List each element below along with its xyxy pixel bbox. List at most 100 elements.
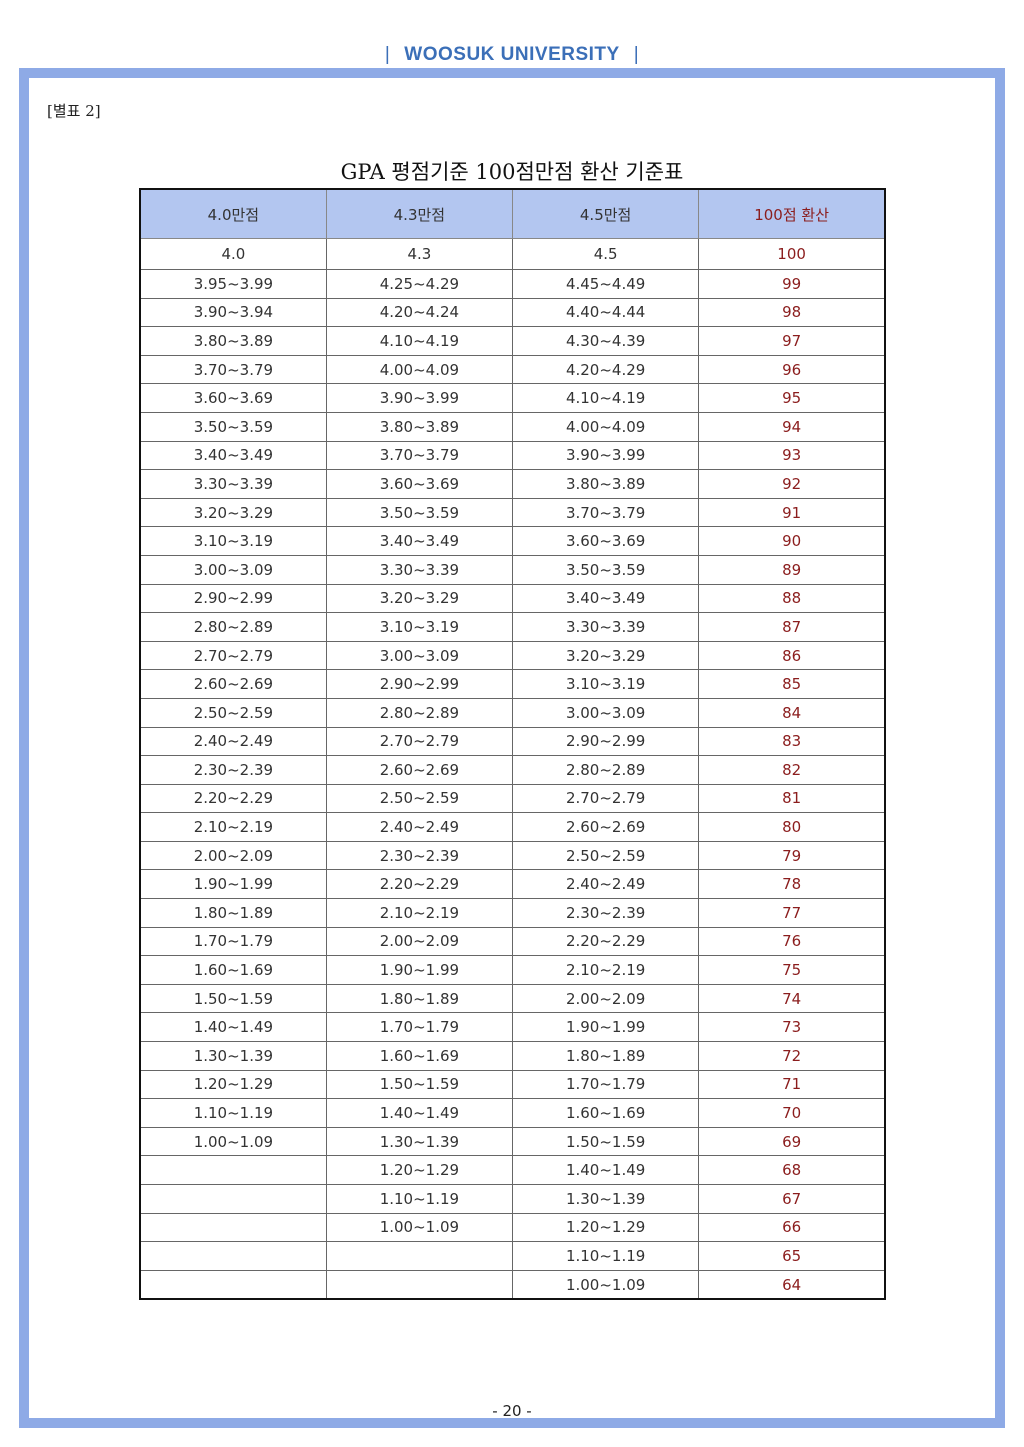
gpa-range-cell: 1.40~1.49	[139, 1012, 327, 1043]
gpa-range-cell: 3.60~3.69	[325, 469, 514, 499]
gpa-range-cell: 2.30~2.39	[325, 840, 514, 871]
gpa-range-cell: 2.70~2.79	[325, 726, 514, 757]
gpa-range-cell: 1.90~1.99	[511, 1012, 700, 1043]
gpa-range-cell: 1.30~1.39	[139, 1041, 327, 1071]
score-cell: 79	[698, 840, 886, 871]
score-cell: 91	[698, 497, 886, 528]
table-row: 2.90~2.99 3.20~3.29 3.40~3.49 88	[139, 583, 886, 614]
gpa-range-cell: 3.00~3.09	[139, 554, 327, 585]
page-frame	[19, 68, 1005, 1428]
university-name: WOOSUK UNIVERSITY	[404, 44, 620, 65]
table-row: 2.80~2.89 3.10~3.19 3.30~3.39 87	[139, 612, 886, 642]
table-row: 2.30~2.39 2.60~2.69 2.80~2.89 82	[139, 755, 886, 785]
score-cell: 69	[698, 1126, 886, 1157]
gpa-range-cell: 4.0	[139, 238, 327, 270]
score-cell: 70	[698, 1098, 886, 1128]
gpa-range-cell: 1.70~1.79	[511, 1069, 700, 1100]
gpa-range-cell: 1.10~1.19	[139, 1098, 327, 1128]
gpa-range-cell: 3.80~3.89	[139, 326, 327, 356]
gpa-range-cell: 2.10~2.19	[139, 812, 327, 842]
gpa-range-cell: 3.40~3.49	[511, 583, 700, 614]
table-row: 1.90~1.99 2.20~2.29 2.40~2.49 78	[139, 869, 886, 900]
gpa-range-cell: 3.90~3.94	[139, 297, 327, 328]
gpa-range-cell: 1.40~1.49	[325, 1098, 514, 1128]
gpa-range-cell	[325, 1269, 514, 1300]
gpa-range-cell: 3.40~3.49	[139, 440, 327, 471]
score-cell: 98	[698, 297, 886, 328]
gpa-range-cell: 2.50~2.59	[511, 840, 700, 871]
gpa-range-cell: 4.30~4.39	[511, 326, 700, 356]
page-number: - 20 -	[492, 1402, 532, 1420]
gpa-range-cell: 2.80~2.89	[325, 697, 514, 728]
table-row: 1.20~1.29 1.50~1.59 1.70~1.79 71	[139, 1069, 886, 1100]
gpa-range-cell: 3.60~3.69	[511, 526, 700, 556]
gpa-range-cell: 2.30~2.39	[511, 898, 700, 928]
gpa-range-cell: 4.25~4.29	[325, 269, 514, 299]
gpa-range-cell: 3.90~3.99	[511, 440, 700, 471]
gpa-range-cell: 1.00~1.09	[139, 1126, 327, 1157]
score-cell: 77	[698, 898, 886, 928]
gpa-range-cell: 4.00~4.09	[511, 411, 700, 442]
gpa-range-cell: 3.20~3.29	[325, 583, 514, 614]
gpa-range-cell: 1.90~1.99	[139, 869, 327, 900]
score-cell: 78	[698, 869, 886, 900]
gpa-range-cell: 1.60~1.69	[139, 955, 327, 985]
gpa-range-cell: 3.70~3.79	[325, 440, 514, 471]
gpa-range-cell: 1.80~1.89	[511, 1041, 700, 1071]
gpa-range-cell: 2.60~2.69	[511, 812, 700, 842]
score-cell: 100	[698, 238, 886, 270]
gpa-range-cell: 4.20~4.29	[511, 354, 700, 385]
gpa-range-cell: 2.80~2.89	[139, 612, 327, 642]
score-cell: 99	[698, 269, 886, 299]
gpa-range-cell: 3.90~3.99	[325, 383, 514, 413]
table-row: 1.10~1.19 1.30~1.39 67	[139, 1184, 886, 1214]
gpa-range-cell: 3.50~3.59	[139, 411, 327, 442]
table-row: 1.00~1.09 64	[139, 1269, 886, 1300]
table-row: 2.20~2.29 2.50~2.59 2.70~2.79 81	[139, 783, 886, 814]
table-row: 1.60~1.69 1.90~1.99 2.10~2.19 75	[139, 955, 886, 985]
gpa-range-cell: 1.10~1.19	[325, 1184, 514, 1214]
column-header: 100점 환산	[698, 188, 886, 239]
gpa-range-cell: 1.50~1.59	[325, 1069, 514, 1100]
score-cell: 71	[698, 1069, 886, 1100]
table-row: 1.00~1.09 1.20~1.29 66	[139, 1212, 886, 1243]
gpa-range-cell: 2.70~2.79	[139, 640, 327, 671]
gpa-range-cell: 2.20~2.29	[139, 783, 327, 814]
gpa-range-cell: 3.00~3.09	[511, 697, 700, 728]
gpa-range-cell: 3.60~3.69	[139, 383, 327, 413]
gpa-range-cell: 2.60~2.69	[139, 669, 327, 699]
gpa-range-cell: 4.10~4.19	[511, 383, 700, 413]
gpa-range-cell: 4.3	[325, 238, 514, 270]
gpa-range-cell: 3.70~3.79	[511, 497, 700, 528]
table-row: 2.00~2.09 2.30~2.39 2.50~2.59 79	[139, 840, 886, 871]
score-cell: 89	[698, 554, 886, 585]
table-row: 3.30~3.39 3.60~3.69 3.80~3.89 92	[139, 469, 886, 499]
table-row: 2.50~2.59 2.80~2.89 3.00~3.09 84	[139, 697, 886, 728]
table-row: 1.40~1.49 1.70~1.79 1.90~1.99 73	[139, 1012, 886, 1043]
table-row: 2.40~2.49 2.70~2.79 2.90~2.99 83	[139, 726, 886, 757]
gpa-range-cell: 3.30~3.39	[139, 469, 327, 499]
gpa-range-cell: 4.00~4.09	[325, 354, 514, 385]
score-cell: 68	[698, 1155, 886, 1185]
table-row: 3.50~3.59 3.80~3.89 4.00~4.09 94	[139, 411, 886, 442]
gpa-range-cell: 3.10~3.19	[139, 526, 327, 556]
gpa-range-cell	[139, 1241, 327, 1271]
table-row: 3.95~3.99 4.25~4.29 4.45~4.49 99	[139, 269, 886, 299]
table-row: 3.80~3.89 4.10~4.19 4.30~4.39 97	[139, 326, 886, 356]
gpa-range-cell: 1.20~1.29	[139, 1069, 327, 1100]
table-row: 1.80~1.89 2.10~2.19 2.30~2.39 77	[139, 898, 886, 928]
column-header: 4.0만점	[139, 188, 327, 239]
table-row: 1.10~1.19 65	[139, 1241, 886, 1271]
score-cell: 97	[698, 326, 886, 356]
gpa-range-cell: 2.90~2.99	[139, 583, 327, 614]
table-row: 2.10~2.19 2.40~2.49 2.60~2.69 80	[139, 812, 886, 842]
gpa-range-cell: 4.10~4.19	[325, 326, 514, 356]
gpa-range-cell: 3.80~3.89	[325, 411, 514, 442]
table-row: 2.60~2.69 2.90~2.99 3.10~3.19 85	[139, 669, 886, 699]
gpa-range-cell: 3.30~3.39	[325, 554, 514, 585]
gpa-conversion-table: 4.0만점 4.3만점 4.5만점 100점 환산 4.0 4.3 4.5 100 3.95~…	[139, 188, 886, 1301]
column-header: 4.3만점	[325, 188, 514, 239]
gpa-range-cell: 1.30~1.39	[325, 1126, 514, 1157]
score-cell: 73	[698, 1012, 886, 1043]
